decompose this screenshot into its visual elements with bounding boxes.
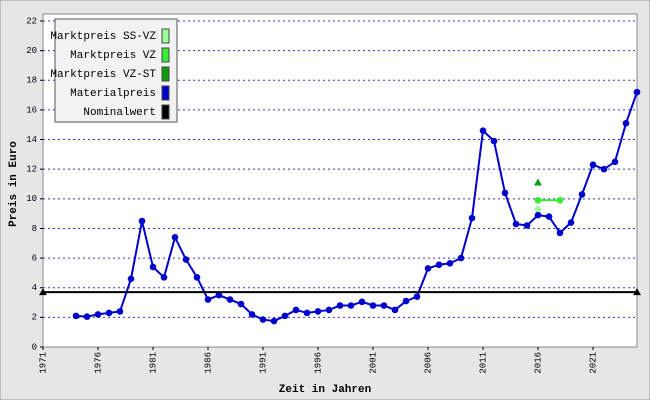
- marker: [248, 311, 256, 318]
- legend-label: Marktpreis VZ: [70, 50, 156, 62]
- marker: [336, 302, 344, 309]
- legend-swatch: [161, 47, 170, 63]
- marker: [347, 302, 355, 309]
- marker: [259, 316, 267, 323]
- y-tick-label: 8: [32, 224, 37, 234]
- marker: [578, 191, 586, 198]
- x-tick-label: 2021: [588, 352, 598, 374]
- marker: [446, 259, 454, 267]
- marker: [468, 214, 476, 222]
- marker: [523, 222, 531, 229]
- x-tick-label: 2016: [533, 352, 543, 374]
- marker: [633, 288, 641, 296]
- marker: [127, 275, 135, 283]
- legend-swatch: [161, 66, 170, 82]
- x-tick-label: 1991: [258, 352, 268, 374]
- marker: [633, 88, 641, 96]
- y-tick-label: 18: [26, 76, 37, 86]
- marker: [292, 306, 300, 314]
- series-line: [75, 91, 638, 323]
- marker: [600, 165, 608, 173]
- marker: [534, 211, 542, 219]
- x-tick-label: 1971: [38, 352, 48, 374]
- marker: [72, 312, 80, 320]
- marker: [556, 229, 564, 237]
- marker: [237, 300, 245, 308]
- marker: [325, 306, 333, 314]
- marker: [281, 312, 289, 320]
- x-tick-label: 1986: [203, 352, 213, 374]
- marker: [402, 297, 410, 305]
- marker: [39, 288, 47, 296]
- marker: [512, 220, 520, 228]
- marker: [413, 293, 421, 300]
- marker: [622, 119, 630, 127]
- y-tick-label: 2: [32, 313, 37, 323]
- y-tick-label: 12: [26, 165, 37, 175]
- marker: [534, 205, 542, 214]
- legend-label: Marktpreis SS-VZ: [50, 31, 156, 43]
- marker: [534, 178, 542, 186]
- legend-swatch: [161, 104, 170, 120]
- x-axis-label: Zeit in Jahren: [279, 384, 371, 396]
- marker: [303, 309, 311, 317]
- marker: [589, 161, 597, 169]
- legend-label: Materialpreis: [70, 88, 156, 100]
- x-tick-label: 2001: [368, 352, 378, 374]
- marker: [501, 189, 509, 197]
- legend-label: Marktpreis VZ-ST: [50, 69, 156, 81]
- x-tick-label: 1981: [148, 352, 158, 374]
- y-tick-label: 20: [26, 46, 37, 56]
- marker: [314, 308, 322, 315]
- x-tick-label: 2006: [423, 352, 433, 374]
- marker: [149, 263, 157, 271]
- marker: [215, 291, 223, 299]
- marker: [369, 302, 377, 309]
- marker: [611, 158, 619, 166]
- legend-swatch: [161, 28, 170, 44]
- legend-swatch: [161, 85, 170, 101]
- marker: [358, 298, 366, 306]
- marker: [567, 219, 575, 226]
- y-tick-label: 16: [26, 105, 37, 115]
- marker: [270, 317, 278, 325]
- marker: [138, 217, 146, 225]
- marker: [556, 197, 564, 204]
- y-tick-label: 14: [26, 135, 37, 145]
- y-tick-label: 0: [32, 342, 37, 352]
- marker: [534, 197, 542, 204]
- x-tick-label: 2011: [478, 352, 488, 374]
- legend-label: Nominalwert: [83, 107, 156, 119]
- marker: [490, 137, 498, 145]
- legend-box: [54, 18, 178, 123]
- y-tick-label: 10: [26, 194, 37, 204]
- y-tick-label: 6: [32, 253, 37, 263]
- y-tick-label: 4: [32, 283, 37, 293]
- y-axis-label: Preis in Euro: [8, 141, 20, 227]
- marker: [94, 311, 102, 318]
- marker: [83, 313, 91, 320]
- marker: [545, 213, 553, 220]
- marker: [171, 234, 179, 241]
- marker: [193, 274, 201, 281]
- marker: [204, 296, 212, 303]
- x-tick-label: 1996: [313, 352, 323, 374]
- marker: [391, 306, 399, 314]
- marker: [479, 127, 487, 134]
- marker: [116, 308, 124, 315]
- marker: [182, 256, 190, 263]
- marker: [160, 274, 168, 281]
- marker: [435, 261, 443, 269]
- marker: [226, 296, 234, 303]
- x-tick-label: 1976: [93, 352, 103, 374]
- marker: [457, 254, 465, 262]
- marker: [424, 265, 432, 272]
- y-tick-label: 22: [26, 16, 37, 26]
- marker: [105, 309, 113, 317]
- marker: [380, 302, 388, 309]
